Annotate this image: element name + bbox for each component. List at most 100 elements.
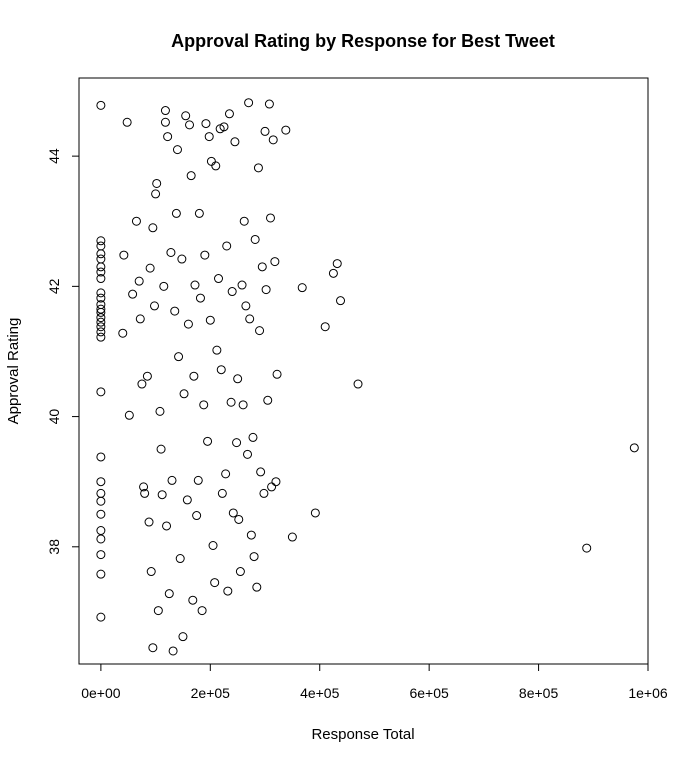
data-point (212, 345, 222, 355)
data-point (96, 274, 106, 284)
data-point (233, 374, 243, 384)
data-point (96, 100, 106, 110)
data-point (287, 532, 297, 542)
x-tick-label: 2e+05 (191, 685, 231, 701)
data-point (629, 443, 639, 453)
y-axis: 38 40 42 44 (46, 148, 79, 555)
chart-title: Approval Rating by Response for Best Twe… (171, 31, 555, 51)
data-point (166, 248, 176, 257)
data-point (96, 509, 106, 519)
data-point (96, 267, 106, 277)
data-point (193, 475, 203, 485)
data-point (96, 307, 106, 317)
data-point (241, 301, 251, 311)
data-point (96, 241, 106, 251)
data-point (140, 488, 150, 498)
data-point (160, 117, 170, 127)
data-point (96, 327, 106, 337)
data-point (214, 274, 224, 284)
data-point (148, 643, 158, 653)
data-point (185, 120, 195, 130)
data-point (96, 452, 106, 462)
data-point (183, 319, 193, 329)
data-point (151, 189, 161, 199)
y-tick-label: 38 (46, 539, 62, 555)
data-point (96, 612, 106, 622)
data-point (199, 400, 209, 410)
data-point (332, 259, 342, 269)
y-tick-label: 42 (46, 278, 62, 294)
data-point (179, 389, 189, 399)
data-point (297, 283, 307, 293)
data-point (268, 135, 278, 145)
data-point (189, 371, 199, 381)
data-point (197, 606, 207, 616)
data-point (96, 477, 106, 487)
data-point (228, 508, 238, 518)
data-point (153, 606, 163, 616)
data-point (270, 257, 280, 267)
data-point (239, 216, 249, 226)
data-point (188, 595, 198, 605)
data-point (205, 315, 215, 325)
data-point (235, 567, 245, 577)
data-point (253, 163, 263, 173)
data-point (227, 287, 237, 297)
data-point (156, 444, 166, 454)
data-point (170, 306, 180, 316)
data-point (263, 395, 273, 405)
data-point (139, 482, 149, 492)
x-tick-label: 4e+05 (300, 685, 340, 701)
data-point (160, 106, 170, 116)
data-point (224, 109, 234, 119)
data-point (200, 250, 210, 260)
data-point (281, 125, 291, 135)
data-point (203, 436, 213, 446)
data-point (145, 263, 155, 273)
data-point (96, 534, 106, 544)
data-point (222, 241, 232, 251)
data-point (96, 550, 106, 560)
data-point (96, 313, 106, 323)
data-point (96, 249, 106, 259)
data-point (265, 213, 275, 223)
data-point (219, 122, 229, 132)
data-point (190, 280, 200, 290)
data-point (250, 234, 260, 244)
data-point (96, 332, 106, 342)
data-point (96, 496, 106, 506)
data-point (135, 314, 145, 324)
y-tick-label: 40 (46, 409, 62, 425)
data-point (234, 514, 244, 524)
data-point (582, 543, 592, 553)
data-point (255, 326, 265, 336)
data-point (131, 216, 141, 226)
data-point (178, 632, 188, 642)
data-point (162, 521, 172, 531)
data-point (194, 208, 204, 218)
data-point (244, 98, 254, 108)
data-point (96, 262, 106, 272)
data-point (259, 488, 269, 498)
data-point (320, 322, 330, 332)
data-point (230, 137, 240, 147)
data-point (256, 467, 266, 477)
data-point (237, 280, 247, 290)
data-point (157, 490, 167, 500)
data-point (261, 285, 271, 295)
data-point (267, 482, 277, 492)
x-tick-label: 0e+00 (81, 685, 121, 701)
data-point (249, 552, 259, 562)
data-point (238, 400, 248, 410)
data-point (96, 526, 106, 536)
data-point (201, 119, 211, 129)
data-point (118, 328, 128, 338)
data-point (142, 371, 152, 381)
data-point (210, 578, 220, 588)
data-point (175, 554, 185, 564)
x-axis: 0e+00 2e+05 4e+05 6e+05 8e+05 1e+06 (81, 664, 668, 701)
data-points (96, 98, 639, 656)
data-point (128, 289, 138, 299)
data-point (177, 254, 187, 264)
